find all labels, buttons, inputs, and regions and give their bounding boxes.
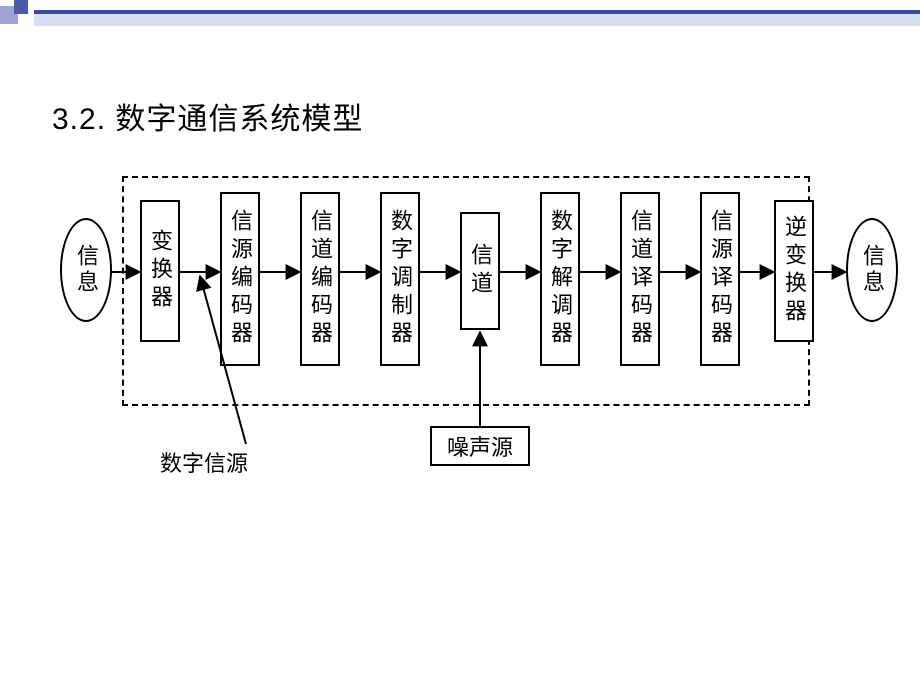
section-title: 3.2. 数字通信系统模型 xyxy=(52,94,363,138)
block-label: 信源编码器 xyxy=(229,209,251,349)
noise-source-box: 噪声源 xyxy=(430,426,530,466)
block-b2: 信道编码器 xyxy=(300,192,340,366)
digital-source-label: 数字信源 xyxy=(160,446,248,478)
block-label: 数字解调器 xyxy=(549,209,571,349)
noise-source-label: 噪声源 xyxy=(447,430,513,462)
slide-top-decoration xyxy=(0,0,920,28)
block-label: 信道译码器 xyxy=(629,209,651,349)
block-b5: 数字解调器 xyxy=(540,192,580,366)
block-label: 数字调制器 xyxy=(389,209,411,349)
deco-square-dark xyxy=(14,0,28,14)
block-b6: 信道译码器 xyxy=(620,192,660,366)
block-label: 逆变换器 xyxy=(783,215,805,327)
deco-bar-light xyxy=(34,14,920,26)
flowchart-diagram: 信息 信息 变换器信源编码器信道编码器数字调制器信道数字解调器信道译码器信源译码… xyxy=(60,168,868,488)
block-b4: 信道 xyxy=(460,212,500,330)
block-label: 信道 xyxy=(469,243,491,299)
block-label: 信道编码器 xyxy=(309,209,331,349)
info-source-oval: 信息 xyxy=(60,218,112,322)
block-b8: 逆变换器 xyxy=(774,200,814,342)
info-source-label: 信息 xyxy=(70,244,102,296)
block-b1: 信源编码器 xyxy=(220,192,260,366)
block-b0: 变换器 xyxy=(140,200,180,342)
block-b7: 信源译码器 xyxy=(700,192,740,366)
block-b3: 数字调制器 xyxy=(380,192,420,366)
block-label: 变换器 xyxy=(149,229,171,313)
block-label: 信源译码器 xyxy=(709,209,731,349)
info-dest-label: 信息 xyxy=(856,244,888,296)
info-dest-oval: 信息 xyxy=(846,218,898,322)
